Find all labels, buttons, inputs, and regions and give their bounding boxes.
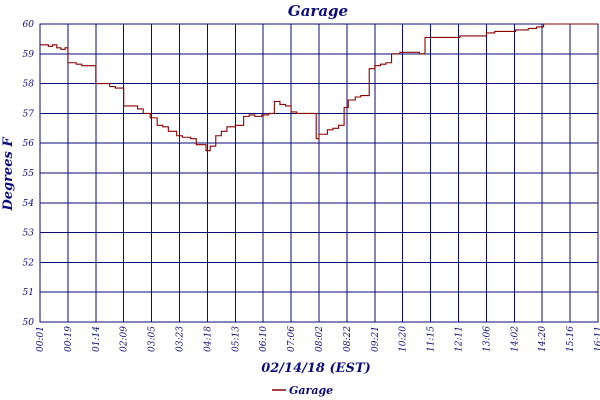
x-tick-label: 08:22	[343, 326, 353, 352]
x-tick-label: 03:05	[148, 326, 158, 352]
x-tick-label: 00:19	[64, 326, 74, 352]
x-tick-label: 04:18	[203, 326, 213, 352]
y-axis-label: Degrees F	[1, 137, 16, 212]
y-tick-label: 60	[23, 20, 35, 30]
y-tick-label: 58	[23, 80, 35, 90]
x-tick-label: 11:15	[427, 326, 437, 352]
legend-label-garage: Garage	[289, 384, 333, 397]
x-tick-label: 08:02	[315, 326, 325, 352]
x-tick-label: 06:10	[259, 326, 269, 352]
x-tick-label: 10:20	[399, 326, 409, 352]
chart-title: Garage	[288, 2, 348, 20]
y-tick-label: 50	[23, 318, 35, 328]
y-tick-label: 57	[23, 109, 35, 119]
x-axis-label: 02/14/18 (EST)	[261, 361, 371, 376]
y-tick-label: 54	[23, 199, 35, 209]
y-tick-label: 51	[23, 288, 34, 298]
series-layer	[40, 23, 598, 152]
x-tick-label: 14:20	[538, 326, 548, 352]
series-line-garage	[40, 23, 598, 152]
x-tick-label: 05:13	[231, 326, 241, 352]
y-tick-label: 55	[23, 169, 35, 179]
y-tick-labels: 50 51 52 53 54 55 56 57 58 59 60	[23, 20, 35, 328]
plot-frame	[39, 23, 599, 323]
x-tick-label: 13:06	[482, 326, 492, 352]
y-tick-label: 59	[23, 50, 35, 60]
x-tick-labels: 00:01 00:19 01:14 02:09 03:05 03:23 04:18 05:13…	[36, 326, 600, 352]
x-tick-label: 03:23	[176, 326, 186, 352]
x-tick-label: 07:06	[287, 326, 297, 352]
x-tick-label: 15:16	[566, 326, 576, 352]
x-tick-label: 12:11	[455, 326, 465, 352]
x-tick-label: 09:21	[371, 326, 381, 352]
x-tick-label: 01:14	[92, 326, 102, 352]
y-tick-label: 52	[23, 258, 35, 268]
x-tick-label: 02:09	[120, 326, 130, 352]
grid-lines	[39, 23, 599, 323]
x-tick-label: 00:01	[36, 326, 46, 352]
y-tick-label: 56	[23, 139, 35, 149]
x-tick-label: 14:02	[510, 326, 520, 352]
y-tick-label: 53	[23, 229, 35, 239]
legend: Garage	[272, 384, 333, 397]
x-tick-label: 16:11	[594, 326, 600, 352]
